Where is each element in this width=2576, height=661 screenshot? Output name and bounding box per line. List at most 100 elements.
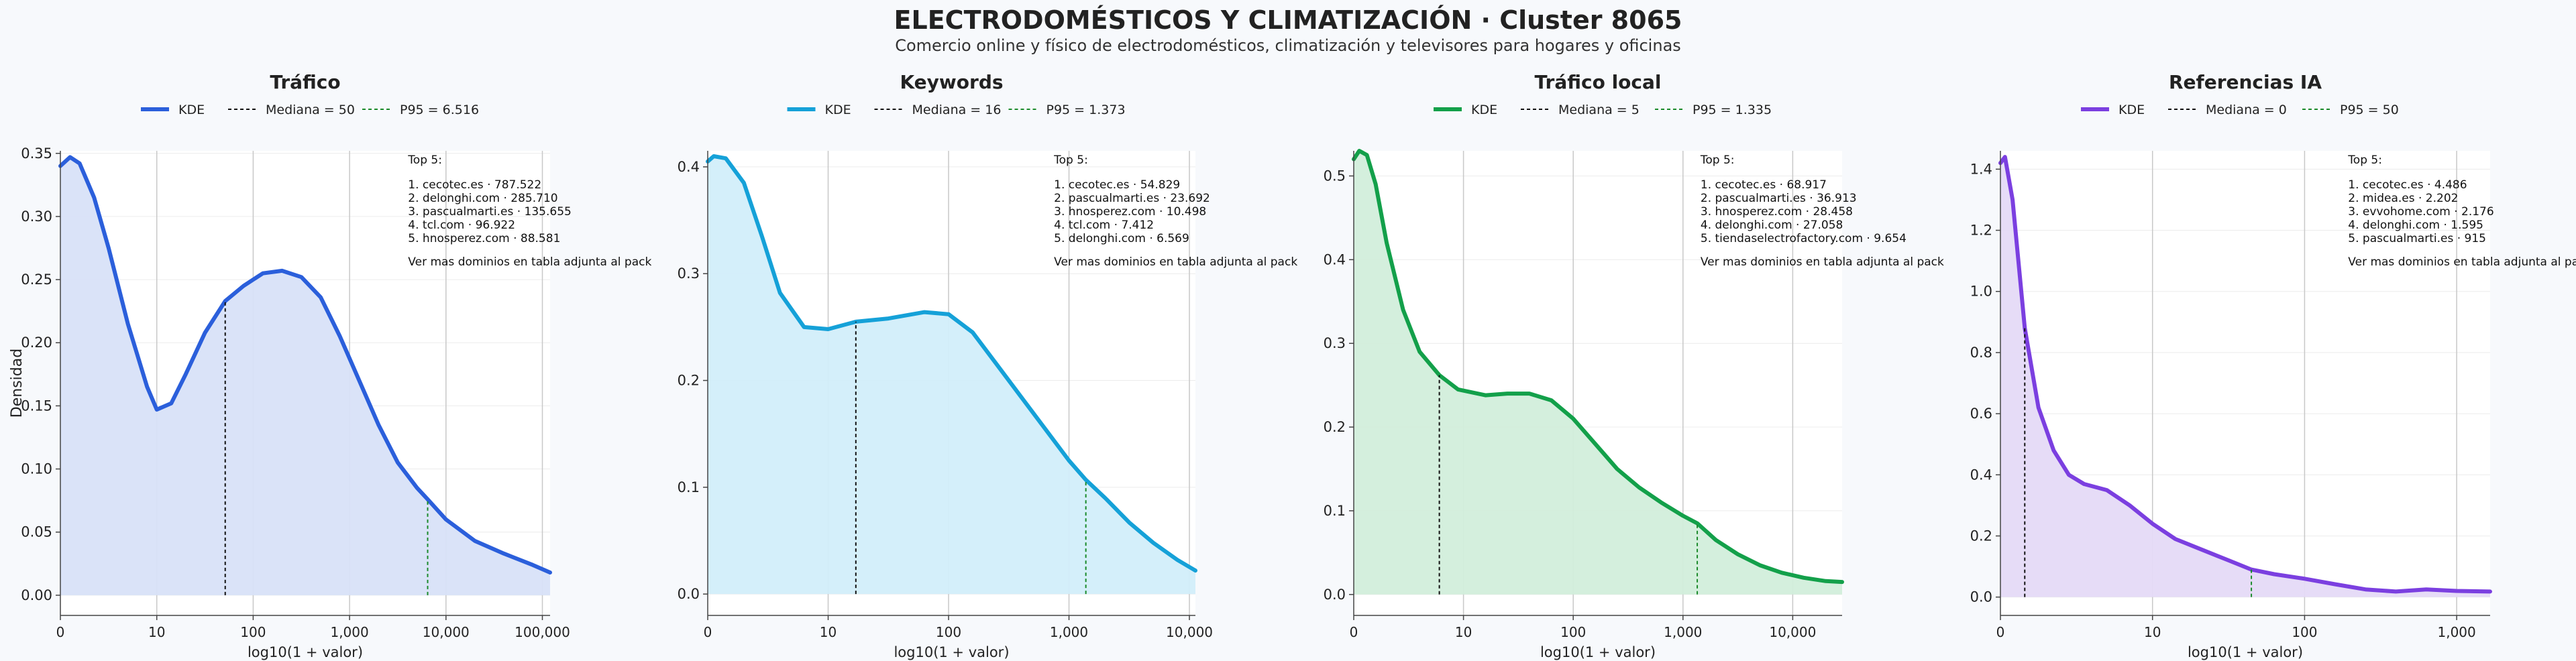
- chart-title: Tráfico local: [1535, 71, 1662, 93]
- x-tick-label: 10,000: [1769, 624, 1816, 640]
- top5-item: 4. delonghi.com · 1.595: [2348, 219, 2483, 232]
- page-subtitle: Comercio online y físico de electrodomés…: [895, 36, 1681, 55]
- y-tick-label: 0.6: [1970, 406, 1992, 422]
- legend-p95-label: P95 = 1.373: [1046, 103, 1126, 117]
- legend-median-label: Mediana = 5: [1558, 103, 1640, 117]
- top5-note: Ver mas dominios en tabla adjunta al pac…: [1701, 255, 1944, 269]
- legend-median-label: Mediana = 50: [266, 103, 355, 117]
- top5-item: 1. cecotec.es · 787.522: [408, 178, 541, 192]
- x-tick-label: 0: [56, 624, 65, 640]
- y-tick-label: 0.35: [21, 145, 52, 162]
- y-tick-label: 0.8: [1970, 345, 1992, 361]
- top5-item: 4. tcl.com · 96.922: [408, 219, 515, 232]
- top5-item: 5. pascualmarti.es · 915: [2348, 232, 2486, 245]
- y-tick-label: 0.5: [1324, 168, 1346, 184]
- y-tick-label: 0.1: [678, 479, 700, 495]
- legend-p95-label: P95 = 1.335: [1693, 103, 1772, 117]
- kde-line: [706, 154, 1197, 573]
- top5-title: Top 5:: [2347, 154, 2382, 167]
- top5-note: Ver mas dominios en tabla adjunta al pac…: [408, 255, 651, 269]
- y-tick-label: 0.3: [678, 265, 700, 282]
- y-tick-label: 0.4: [1324, 251, 1346, 267]
- chart-panel: Keywords KDE Mediana = 16 P95 = 1.373 0.0 0.1…: [678, 71, 1298, 660]
- x-tick-label: 10: [1455, 624, 1472, 640]
- y-tick-label: 0.0: [1970, 589, 1992, 605]
- y-tick-label: 0.4: [678, 159, 700, 175]
- legend-kde-label: KDE: [2118, 103, 2145, 117]
- x-tick-label: 100: [240, 624, 266, 640]
- y-tick-label: 1.0: [1970, 284, 1992, 300]
- legend-median-label: Mediana = 0: [2206, 103, 2287, 117]
- top5-note: Ver mas dominios en tabla adjunta al pac…: [1054, 255, 1297, 269]
- y-tick-label: 0.15: [21, 398, 52, 414]
- top5-item: 2. pascualmarti.es · 23.692: [1054, 192, 1210, 205]
- top5-note: Ver mas dominios en tabla adjunta al pac…: [2348, 255, 2576, 269]
- top5-item: 1. cecotec.es · 68.917: [1701, 178, 1827, 192]
- top5-title: Top 5:: [1700, 154, 1735, 167]
- top5-item: 3. pascualmarti.es · 135.655: [408, 205, 572, 219]
- x-tick-label: 1,000: [330, 624, 368, 640]
- y-tick-label: 0.2: [1970, 528, 1992, 544]
- x-tick-label: 0: [1996, 624, 2005, 640]
- x-tick-label: 1,000: [1050, 624, 1088, 640]
- x-tick-label: 10: [148, 624, 165, 640]
- y-axis-label: Densidad: [9, 349, 25, 418]
- kde-line: [58, 155, 552, 575]
- y-tick-label: 1.2: [1970, 223, 1992, 239]
- x-axis-label: log10(1 + valor): [248, 644, 363, 660]
- chart-panel: Referencias IA KDE Mediana = 0 P95 = 50 0.0 0…: [1970, 71, 2576, 660]
- top5-item: 4. tcl.com · 7.412: [1054, 219, 1154, 232]
- x-axis-label: log10(1 + valor): [1540, 644, 1656, 660]
- y-tick-label: 0.4: [1970, 467, 1992, 483]
- x-tick-label: 100: [2292, 624, 2317, 640]
- top5-item: 3. hnosperez.com · 10.498: [1054, 205, 1206, 219]
- x-tick-label: 100: [1560, 624, 1586, 640]
- top5-item: 2. midea.es · 2.202: [2348, 192, 2458, 205]
- x-tick-label: 0: [1350, 624, 1358, 640]
- x-tick-label: 10: [820, 624, 837, 640]
- top5-item: 4. delonghi.com · 27.058: [1701, 219, 1843, 232]
- y-tick-label: 0.10: [21, 461, 52, 477]
- y-tick-label: 1.4: [1970, 161, 1992, 177]
- legend-kde-label: KDE: [825, 103, 851, 117]
- y-tick-label: 0.3: [1324, 335, 1346, 351]
- top5-item: 3. hnosperez.com · 28.458: [1701, 205, 1853, 219]
- x-tick-label: 10,000: [423, 624, 470, 640]
- y-tick-label: 0.0: [678, 586, 700, 602]
- x-tick-label: 1,000: [1664, 624, 1702, 640]
- top5-title: Top 5:: [407, 154, 442, 167]
- kde-area: [1354, 151, 1842, 595]
- top5-title: Top 5:: [1053, 154, 1088, 167]
- chart-title: Keywords: [900, 71, 1003, 93]
- top5-item: 2. delonghi.com · 285.710: [408, 192, 557, 205]
- x-tick-label: 100,000: [515, 624, 570, 640]
- y-tick-label: 0.20: [21, 335, 52, 351]
- legend-p95-label: P95 = 6.516: [400, 103, 479, 117]
- x-tick-label: 10: [2144, 624, 2161, 640]
- kde-area: [2000, 157, 2490, 597]
- y-tick-label: 0.25: [21, 272, 52, 288]
- chart-title: Referencias IA: [2169, 71, 2322, 93]
- y-tick-label: 0.0: [1324, 587, 1346, 603]
- y-tick-label: 0.1: [1324, 503, 1346, 519]
- kde-area: [60, 157, 550, 595]
- top5-item: 2. pascualmarti.es · 36.913: [1701, 192, 1857, 205]
- y-tick-label: 0.2: [1324, 419, 1346, 435]
- top5-item: 1. cecotec.es · 54.829: [1054, 178, 1180, 192]
- top5-item: 3. evvohome.com · 2.176: [2348, 205, 2493, 219]
- x-axis-label: log10(1 + valor): [2188, 644, 2303, 660]
- page-title: ELECTRODOMÉSTICOS Y CLIMATIZACIÓN · Clus…: [894, 5, 1682, 35]
- top5-item: 5. hnosperez.com · 88.581: [408, 232, 560, 245]
- legend-median-label: Mediana = 16: [912, 103, 1002, 117]
- x-tick-label: 100: [936, 624, 961, 640]
- kde-area: [708, 156, 1195, 595]
- top5-item: 5. delonghi.com · 6.569: [1054, 232, 1189, 245]
- legend-p95-label: P95 = 50: [2340, 103, 2399, 117]
- top5-item: 1. cecotec.es · 4.486: [2348, 178, 2467, 192]
- x-axis-label: log10(1 + valor): [894, 644, 1009, 660]
- kde-line: [1998, 155, 2492, 594]
- y-tick-label: 0.2: [678, 373, 700, 389]
- legend-kde-label: KDE: [178, 103, 205, 117]
